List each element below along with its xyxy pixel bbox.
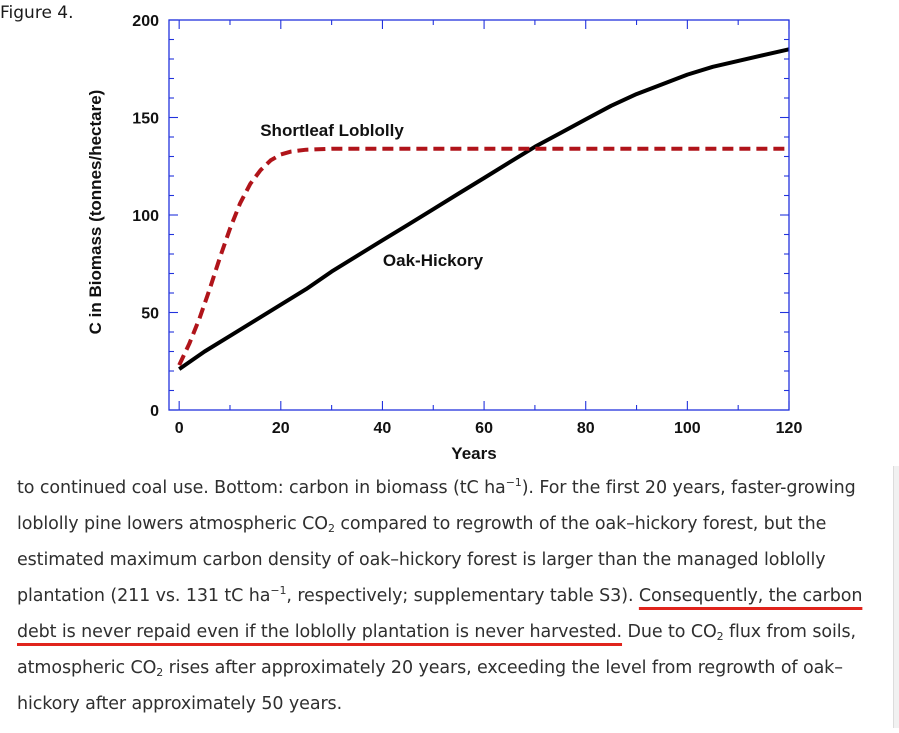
underlined-highlight: Consequently, the carbon debt is never r… [17,586,863,642]
caption-sup-1: −1 [505,476,522,489]
caption-sub-2: 2 [716,630,724,643]
x-axis-title: Years [451,444,496,463]
y-tick-label: 150 [132,111,159,128]
x-tick-label: 120 [776,420,803,437]
y-tick-label: 200 [132,13,159,30]
caption-sub-1: 2 [327,522,335,535]
series-line-shortleaf-loblolly [177,146,789,366]
x-tick-label: 0 [175,420,184,437]
vertical-scrollbar[interactable] [893,466,899,728]
series-label-shortleaf-loblolly: Shortleaf Loblolly [260,121,404,140]
y-axis-title: C in Biomass (tonnes/hectare) [86,90,105,335]
caption-sup-2: −1 [270,584,287,597]
y-tick-label: 50 [141,306,159,323]
caption-text-7: rises after approximately 20 years, exce… [17,658,843,714]
caption-text-3: compared to regrowth of the oak–hickory … [17,514,827,606]
figure-label: Figure 4. [0,3,74,23]
chart-series [177,47,790,371]
series-line-oak-hickory [178,47,790,371]
caption-sub-3: 2 [156,666,164,679]
caption-text-2: ). For the first 20 years, faster-growin… [17,478,856,534]
caption-text-5: Due to CO [622,622,717,642]
plot-frame [168,19,790,411]
caption-text-1: to continued coal use. Bottom: carbon in… [17,478,506,498]
y-tick-label: 100 [132,208,159,225]
series-label-oak-hickory: Oak-Hickory [383,251,484,270]
x-tick-label: 20 [272,420,290,437]
caption-text-4: , respectively; supplementary table S3). [286,586,639,606]
caption-text-6: flux from soils, atmospheric CO [17,622,856,678]
figure-caption: to continued coal use. Bottom: carbon in… [17,470,877,722]
axis-ticks [169,19,790,411]
y-tick-label: 0 [150,403,159,420]
x-tick-label: 80 [577,420,595,437]
x-tick-label: 100 [674,420,701,437]
tick-labels: 0 20 40 60 80 100 120 0 50 100 150 200 [132,13,802,437]
x-tick-label: 40 [374,420,392,437]
x-tick-label: 60 [475,420,493,437]
